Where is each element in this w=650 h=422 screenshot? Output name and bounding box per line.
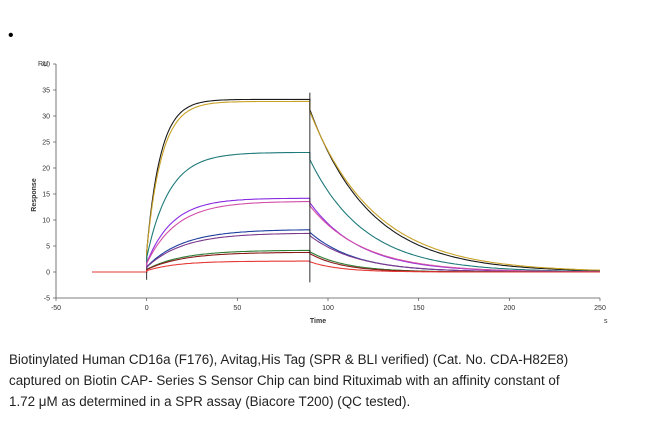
bullet-marker: • bbox=[8, 27, 14, 44]
y-tick-label: 15 bbox=[42, 192, 50, 199]
y-axis-title: Response bbox=[31, 178, 38, 212]
y-tick-label: 10 bbox=[42, 218, 50, 225]
y-unit-label: RU bbox=[38, 61, 48, 68]
series-line-1 bbox=[92, 98, 601, 273]
chart-curves bbox=[92, 92, 601, 283]
x-tick-label: -50 bbox=[51, 305, 61, 312]
y-tick-label: 40 bbox=[42, 62, 50, 69]
x-tick-label: 50 bbox=[233, 305, 241, 312]
x-tick-label: 200 bbox=[503, 305, 515, 312]
y-tick-label: 0 bbox=[46, 270, 50, 277]
y-tick-label: -5 bbox=[44, 296, 50, 303]
x-tick-label: 150 bbox=[413, 305, 425, 312]
x-axis-title: Time bbox=[310, 318, 326, 325]
y-tick-label: 20 bbox=[42, 166, 50, 173]
y-tick-label: 5 bbox=[46, 244, 50, 251]
series-line-2 bbox=[92, 100, 601, 273]
x-tick-label: 100 bbox=[322, 305, 334, 312]
x-tick-label: 0 bbox=[145, 305, 149, 312]
y-tick-label: 35 bbox=[42, 88, 50, 95]
series-line-5 bbox=[92, 201, 600, 273]
caption-line-3: 1.72 μM as determined in a SPR assay (Bi… bbox=[9, 394, 411, 409]
y-tick-label: 25 bbox=[42, 140, 50, 147]
y-tick-label: 30 bbox=[42, 114, 50, 121]
series-line-3 bbox=[92, 151, 600, 273]
x-unit-label: s bbox=[604, 318, 608, 325]
caption-line-2: captured on Biotin CAP- Series S Sensor … bbox=[9, 373, 560, 388]
caption-line-1: Biotinylated Human CD16a (F176), Avitag,… bbox=[9, 352, 569, 367]
figure-caption: Biotinylated Human CD16a (F176), Avitag,… bbox=[9, 349, 641, 412]
series-line-10 bbox=[92, 260, 600, 273]
chart-axes bbox=[55, 64, 600, 299]
x-tick-label: 250 bbox=[594, 305, 606, 312]
